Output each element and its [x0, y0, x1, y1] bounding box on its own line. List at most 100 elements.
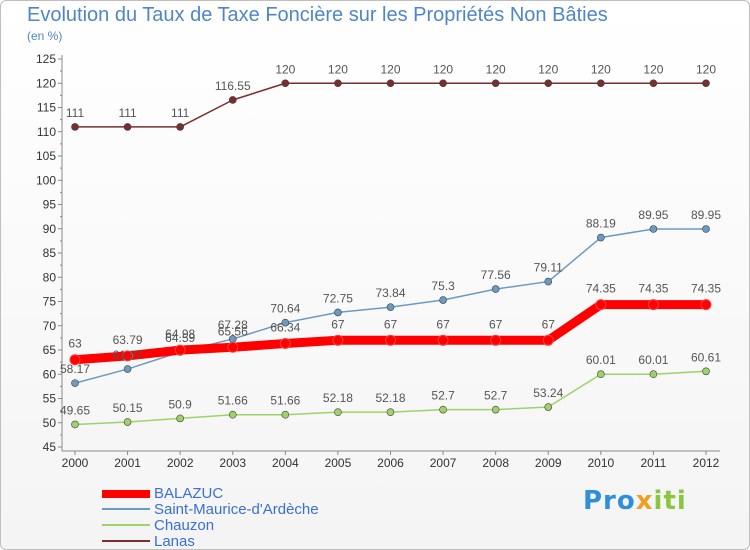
data-point [332, 334, 344, 346]
data-label: 120 [486, 62, 506, 76]
data-label: 89.95 [638, 208, 668, 222]
data-point [649, 370, 658, 379]
data-point [437, 334, 449, 346]
legend-swatch [102, 540, 150, 542]
y-tick-label: 85 [43, 246, 57, 260]
data-label: 50.9 [168, 397, 192, 411]
data-label: 67 [331, 317, 345, 331]
data-point [69, 354, 81, 366]
x-tick-label: 2011 [641, 456, 667, 470]
data-point [123, 365, 132, 373]
data-point [122, 350, 134, 362]
data-point [649, 225, 658, 233]
data-point [702, 79, 710, 88]
x-tick-label: 2008 [482, 456, 509, 470]
data-point [595, 299, 607, 311]
data-point [544, 277, 553, 286]
legend-item-balazuc: BALAZUC [102, 485, 362, 502]
data-label: 111 [118, 106, 137, 120]
data-label: 67 [489, 317, 503, 331]
data-point [334, 308, 342, 317]
data-label: 60.61 [691, 350, 721, 364]
y-tick-label: 95 [43, 198, 57, 212]
y-tick-label: 105 [36, 149, 56, 163]
x-tick-label: 2009 [535, 456, 562, 470]
data-label: 111 [171, 106, 190, 120]
data-point [334, 408, 342, 416]
data-point [490, 334, 502, 346]
data-label: 120 [433, 62, 453, 76]
legend-label: BALAZUC [154, 485, 224, 502]
data-point [334, 79, 342, 88]
data-label: 67.28 [218, 318, 248, 332]
data-point [281, 318, 290, 327]
y-tick-label: 90 [43, 222, 57, 236]
y-tick-label: 115 [37, 101, 56, 115]
x-tick-label: 2007 [430, 456, 457, 470]
data-point [174, 344, 186, 356]
data-point [439, 405, 447, 414]
data-label: 79.11 [534, 261, 563, 275]
data-label: 53.24 [533, 386, 563, 400]
data-label: 52.7 [431, 389, 455, 403]
legend-label: Chauzon [154, 517, 215, 534]
data-label: 116.55 [215, 79, 251, 93]
legend-label: Saint-Maurice-d'Ardèche [154, 501, 319, 518]
data-point [597, 233, 605, 242]
data-label: 52.18 [323, 391, 353, 405]
data-label: 63 [68, 337, 82, 351]
x-tick-label: 2003 [219, 456, 246, 470]
y-tick-label: 60 [43, 367, 57, 381]
logo-text: Pro [583, 486, 636, 516]
legend-item-saint-maurice: Saint-Maurice-d'Ardèche [102, 501, 362, 518]
y-tick-label: 125 [36, 52, 56, 66]
data-point [702, 367, 710, 376]
data-label: 120 [380, 62, 400, 76]
data-point [281, 410, 290, 419]
x-tick-label: 2001 [114, 456, 141, 470]
data-point [544, 403, 553, 411]
data-label: 66.34 [270, 321, 300, 335]
data-label: 52.18 [375, 391, 405, 405]
data-point [439, 79, 447, 88]
data-label: 49.65 [60, 403, 90, 417]
y-tick-label: 100 [36, 173, 56, 187]
data-point [597, 370, 605, 379]
legend: BALAZUC Saint-Maurice-d'Ardèche Chauzon … [102, 485, 362, 550]
data-point [71, 123, 79, 131]
data-point [71, 420, 79, 429]
y-tick-label: 55 [43, 392, 57, 406]
data-label: 64.59 [165, 331, 195, 345]
x-tick-label: 2012 [693, 456, 720, 470]
data-label: 65.56 [218, 324, 248, 338]
data-point [702, 225, 710, 233]
data-label: 120 [328, 62, 348, 76]
data-point [176, 123, 184, 131]
data-label: 50.15 [113, 401, 143, 415]
data-point [281, 79, 290, 88]
data-label: 88.19 [586, 217, 616, 231]
data-label: 60.01 [638, 353, 668, 367]
data-label: 74.35 [638, 282, 668, 296]
chart-title: Evolution du Taux de Taxe Foncière sur l… [27, 4, 608, 26]
data-label: 63.79 [113, 333, 143, 347]
data-point [544, 79, 553, 88]
data-label: 74.35 [586, 282, 616, 296]
data-label: 120 [643, 62, 663, 76]
logo-text: iti [653, 486, 687, 516]
data-label: 73.84 [375, 286, 405, 300]
data-point [228, 96, 237, 104]
y-tick-label: 75 [43, 295, 57, 309]
data-point [386, 79, 395, 88]
data-point [439, 296, 447, 304]
data-label: 72.75 [323, 291, 353, 305]
data-point [491, 405, 500, 414]
data-label: 51.66 [270, 394, 300, 408]
data-label: 120 [538, 62, 558, 76]
x-tick-label: 2006 [377, 456, 404, 470]
data-label: 64.98 [165, 327, 195, 341]
data-point [700, 299, 712, 311]
chart-subtitle: (en %) [27, 29, 63, 43]
